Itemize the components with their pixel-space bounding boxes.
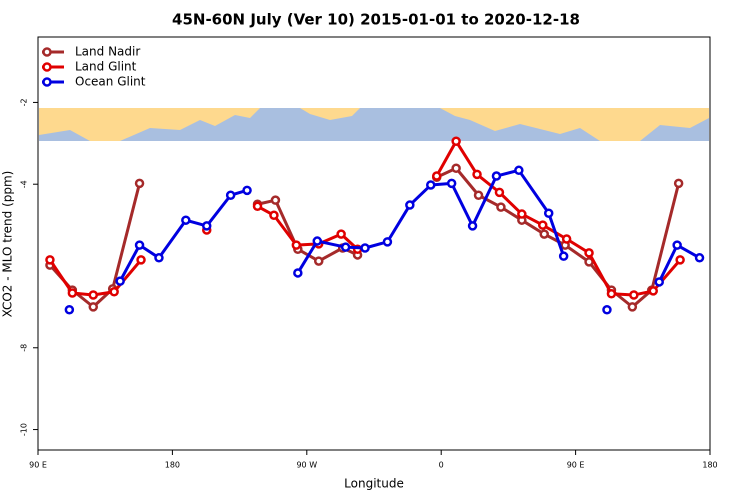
- legend-marker: [42, 77, 52, 87]
- point: [537, 220, 548, 230]
- point: [382, 237, 393, 247]
- point: [154, 253, 164, 263]
- point: [313, 256, 324, 266]
- point: [134, 178, 145, 189]
- point: [291, 240, 302, 250]
- point: [675, 255, 685, 265]
- point: [451, 136, 461, 147]
- point: [67, 288, 78, 298]
- point: [360, 243, 370, 253]
- point: [270, 195, 281, 205]
- point: [491, 171, 502, 181]
- point: [602, 304, 612, 315]
- series-line: [48, 139, 682, 297]
- point: [88, 290, 99, 300]
- point: [64, 304, 75, 315]
- point: [252, 201, 263, 212]
- x-tick-label: 90 E: [29, 461, 47, 470]
- legend-marker: [42, 62, 52, 72]
- y-axis-label: XCO2 - MLO trend (ppm): [1, 171, 15, 318]
- point: [293, 268, 303, 278]
- point: [88, 302, 99, 312]
- point: [539, 229, 549, 239]
- point: [672, 240, 682, 250]
- point: [405, 200, 415, 210]
- x-tick-label: 90 W: [296, 461, 317, 470]
- y-tick-label: -2: [20, 98, 29, 106]
- legend-label: Land Glint: [75, 60, 137, 74]
- y-tick-label: -8: [20, 344, 29, 352]
- point: [467, 221, 478, 231]
- point: [45, 255, 55, 265]
- point: [425, 180, 436, 190]
- point: [606, 289, 617, 299]
- x-tick-label: 0: [439, 461, 444, 470]
- point: [673, 178, 684, 189]
- legend-label: Ocean Glint: [75, 75, 146, 89]
- point: [242, 185, 252, 196]
- point: [629, 290, 639, 300]
- map-strip: [39, 108, 709, 141]
- point: [451, 163, 461, 174]
- point: [181, 215, 191, 225]
- point: [446, 178, 457, 189]
- point: [472, 169, 482, 180]
- point: [514, 165, 524, 176]
- legend-marker: [42, 47, 52, 57]
- x-tick-label: 180: [702, 461, 717, 470]
- point: [201, 221, 212, 231]
- point: [494, 187, 505, 198]
- point: [340, 242, 351, 252]
- point: [561, 234, 572, 244]
- y-tick-label: -10: [20, 423, 29, 436]
- legend-label: Land Nadir: [75, 45, 140, 59]
- point: [473, 190, 484, 200]
- point: [627, 302, 638, 312]
- point: [431, 171, 442, 181]
- point: [558, 251, 569, 261]
- point: [694, 253, 705, 263]
- point: [654, 277, 664, 287]
- point: [336, 229, 346, 239]
- point: [517, 209, 527, 219]
- chart-title: 45N-60N July (Ver 10) 2015-01-01 to 2020…: [172, 11, 580, 29]
- x-tick-label: 90 E: [567, 461, 585, 470]
- x-axis-label: Longitude: [344, 477, 404, 491]
- point: [496, 202, 506, 212]
- point: [648, 286, 659, 296]
- plot-frame: [37, 36, 711, 451]
- point: [136, 255, 146, 265]
- point: [312, 236, 323, 246]
- point: [225, 190, 236, 200]
- x-tick-label: 180: [165, 461, 180, 470]
- point: [584, 248, 594, 258]
- point: [269, 210, 279, 221]
- point: [543, 208, 554, 218]
- point: [115, 276, 125, 286]
- point: [109, 287, 119, 297]
- point: [134, 240, 145, 250]
- series-line: [48, 166, 681, 309]
- y-tick-label: -4: [20, 180, 29, 188]
